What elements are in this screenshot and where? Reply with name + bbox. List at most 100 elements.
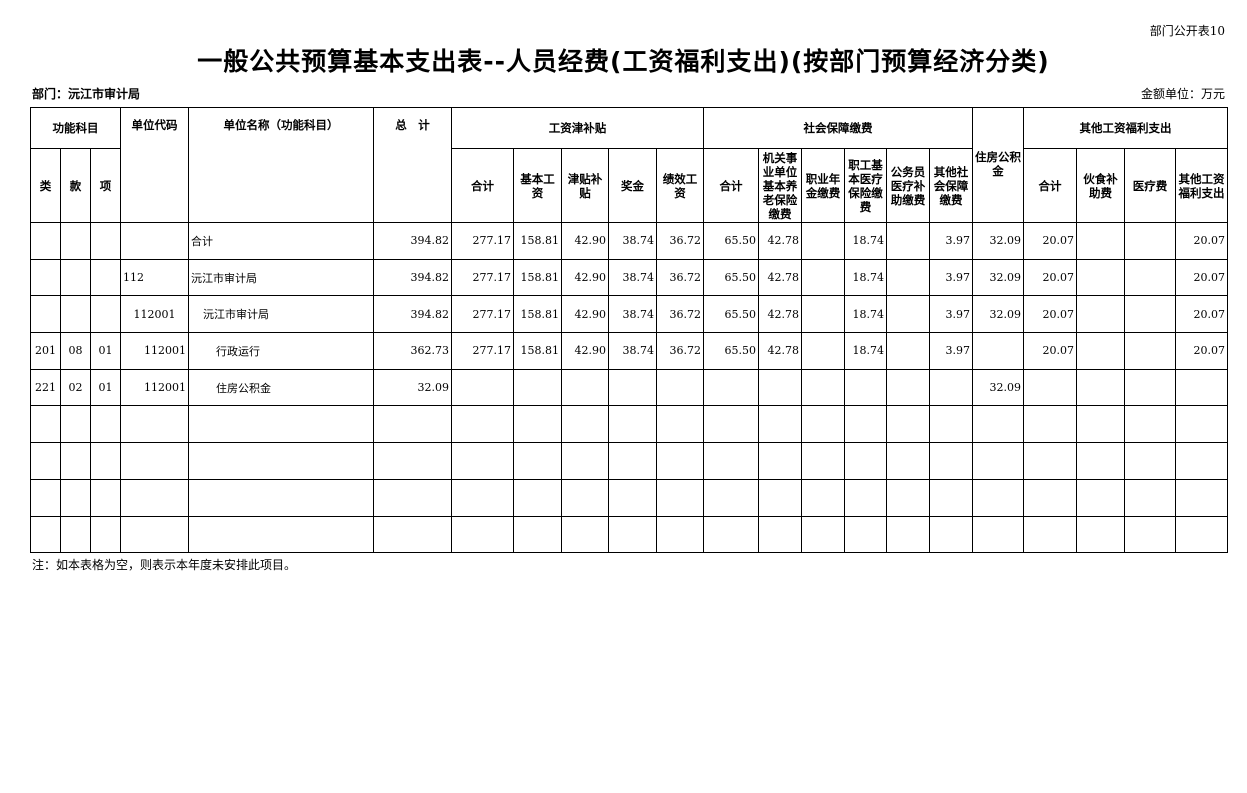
- table-cell: [90, 515, 121, 554]
- table-cell: 01: [90, 368, 121, 407]
- table-cell: [120, 222, 189, 260]
- table-cell: [1023, 478, 1078, 517]
- unit-code-header: 单位代码: [120, 107, 189, 223]
- table-cell: 3.97: [928, 222, 974, 260]
- table-cell: [758, 442, 802, 480]
- table-row: 合计 394.82 277.17 158.81 42.90 38.74 36.72 65.50…: [30, 222, 1229, 260]
- table-cell: 36.72: [656, 222, 704, 260]
- table-cell: [703, 515, 759, 554]
- table-cell: 20.07: [1023, 332, 1078, 370]
- table-cell: 65.50: [703, 222, 759, 260]
- table-cell: [972, 405, 1025, 444]
- medical-fee-header: 医疗费: [1124, 148, 1177, 223]
- table-cell: [608, 478, 657, 517]
- total-header: 总 计: [373, 107, 452, 223]
- department-label: 部门：沅江市审计局: [32, 87, 141, 101]
- form-number: 部门公开表10: [1149, 24, 1225, 38]
- table-cell: [120, 515, 189, 554]
- table-cell: 65.50: [703, 332, 759, 370]
- table-cell: [1124, 368, 1177, 407]
- table-cell: [373, 515, 452, 554]
- table-cell: 18.74: [844, 222, 887, 260]
- table-cell: [1076, 258, 1126, 297]
- table-cell: 18.74: [844, 295, 887, 334]
- table-cell: [886, 368, 930, 407]
- table-cell: [801, 515, 845, 554]
- table-cell: 20.07: [1175, 258, 1229, 297]
- table-row: 201 08 01 112001 行政运行 362.73 277.17 158.81 42.90…: [30, 332, 1229, 370]
- table-cell: 32.09: [972, 368, 1025, 407]
- table-cell: [120, 478, 189, 517]
- table-row: [30, 515, 1229, 554]
- table-cell: [1124, 515, 1177, 554]
- table-cell: 36.72: [656, 258, 704, 297]
- table-cell: 42.90: [561, 258, 609, 297]
- table-cell: 行政运行: [188, 332, 374, 370]
- occupational-header: 职业年金缴费: [801, 148, 845, 223]
- table-cell: 394.82: [373, 258, 452, 297]
- pension-header: 机关事业单位基本养老保险缴费: [758, 148, 802, 223]
- table-cell: [60, 222, 91, 260]
- table-cell: [1175, 442, 1229, 480]
- table-cell: [188, 442, 374, 480]
- table-cell: [656, 442, 704, 480]
- table-cell: 277.17: [451, 222, 514, 260]
- table-cell: [1124, 295, 1177, 334]
- table-cell: [928, 442, 974, 480]
- table-cell: 20.07: [1023, 258, 1078, 297]
- table-cell: [928, 515, 974, 554]
- table-cell: [801, 295, 845, 334]
- table-cell: [451, 515, 514, 554]
- table-cell: 38.74: [608, 258, 657, 297]
- table-cell: 38.74: [608, 332, 657, 370]
- allowance-header: 津贴补贴: [561, 148, 609, 223]
- table-cell: [758, 478, 802, 517]
- table-cell: 36.72: [656, 295, 704, 334]
- table-cell: 158.81: [513, 258, 562, 297]
- table-cell: 158.81: [513, 222, 562, 260]
- table-cell: [1076, 295, 1126, 334]
- table-cell: [972, 478, 1025, 517]
- table-cell: [758, 515, 802, 554]
- table-cell: [656, 368, 704, 407]
- table-cell: [60, 442, 91, 480]
- table-cell: [844, 405, 887, 444]
- table-cell: [188, 515, 374, 554]
- table-cell: [1076, 515, 1126, 554]
- table-cell: 158.81: [513, 332, 562, 370]
- table-cell: 32.09: [972, 295, 1025, 334]
- table-cell: [886, 515, 930, 554]
- table-cell: [1076, 222, 1126, 260]
- table-cell: [561, 405, 609, 444]
- table-cell: [1175, 478, 1229, 517]
- table-cell: [1076, 405, 1126, 444]
- other-welfare-header: 其他工资福利支出: [1175, 148, 1229, 223]
- table-cell: [886, 295, 930, 334]
- table-cell: [1124, 442, 1177, 480]
- table-cell: 201: [30, 332, 61, 370]
- table-cell: 沅江市审计局: [188, 295, 374, 334]
- table-cell: [1175, 368, 1229, 407]
- table-cell: [656, 515, 704, 554]
- table-cell: [60, 515, 91, 554]
- table-cell: [801, 222, 845, 260]
- table-cell: [30, 478, 61, 517]
- table-cell: 277.17: [451, 332, 514, 370]
- unit-name-header: 单位名称（功能科目）: [188, 107, 374, 223]
- table-cell: 158.81: [513, 295, 562, 334]
- page-title: 一般公共预算基本支出表--人员经费(工资福利支出)(按部门预算经济分类): [197, 47, 1050, 76]
- table-cell: 221: [30, 368, 61, 407]
- lei-header: 类: [30, 148, 61, 223]
- other-group-header: 其他工资福利支出: [1023, 107, 1229, 149]
- table-cell: [886, 332, 930, 370]
- table-cell: [451, 442, 514, 480]
- table-cell: [373, 405, 452, 444]
- table-cell: [758, 368, 802, 407]
- table-cell: [703, 368, 759, 407]
- table-cell: [928, 405, 974, 444]
- table-cell: [801, 258, 845, 297]
- table-cell: [972, 332, 1025, 370]
- table-cell: 394.82: [373, 295, 452, 334]
- table-cell: [561, 368, 609, 407]
- table-cell: [1175, 515, 1229, 554]
